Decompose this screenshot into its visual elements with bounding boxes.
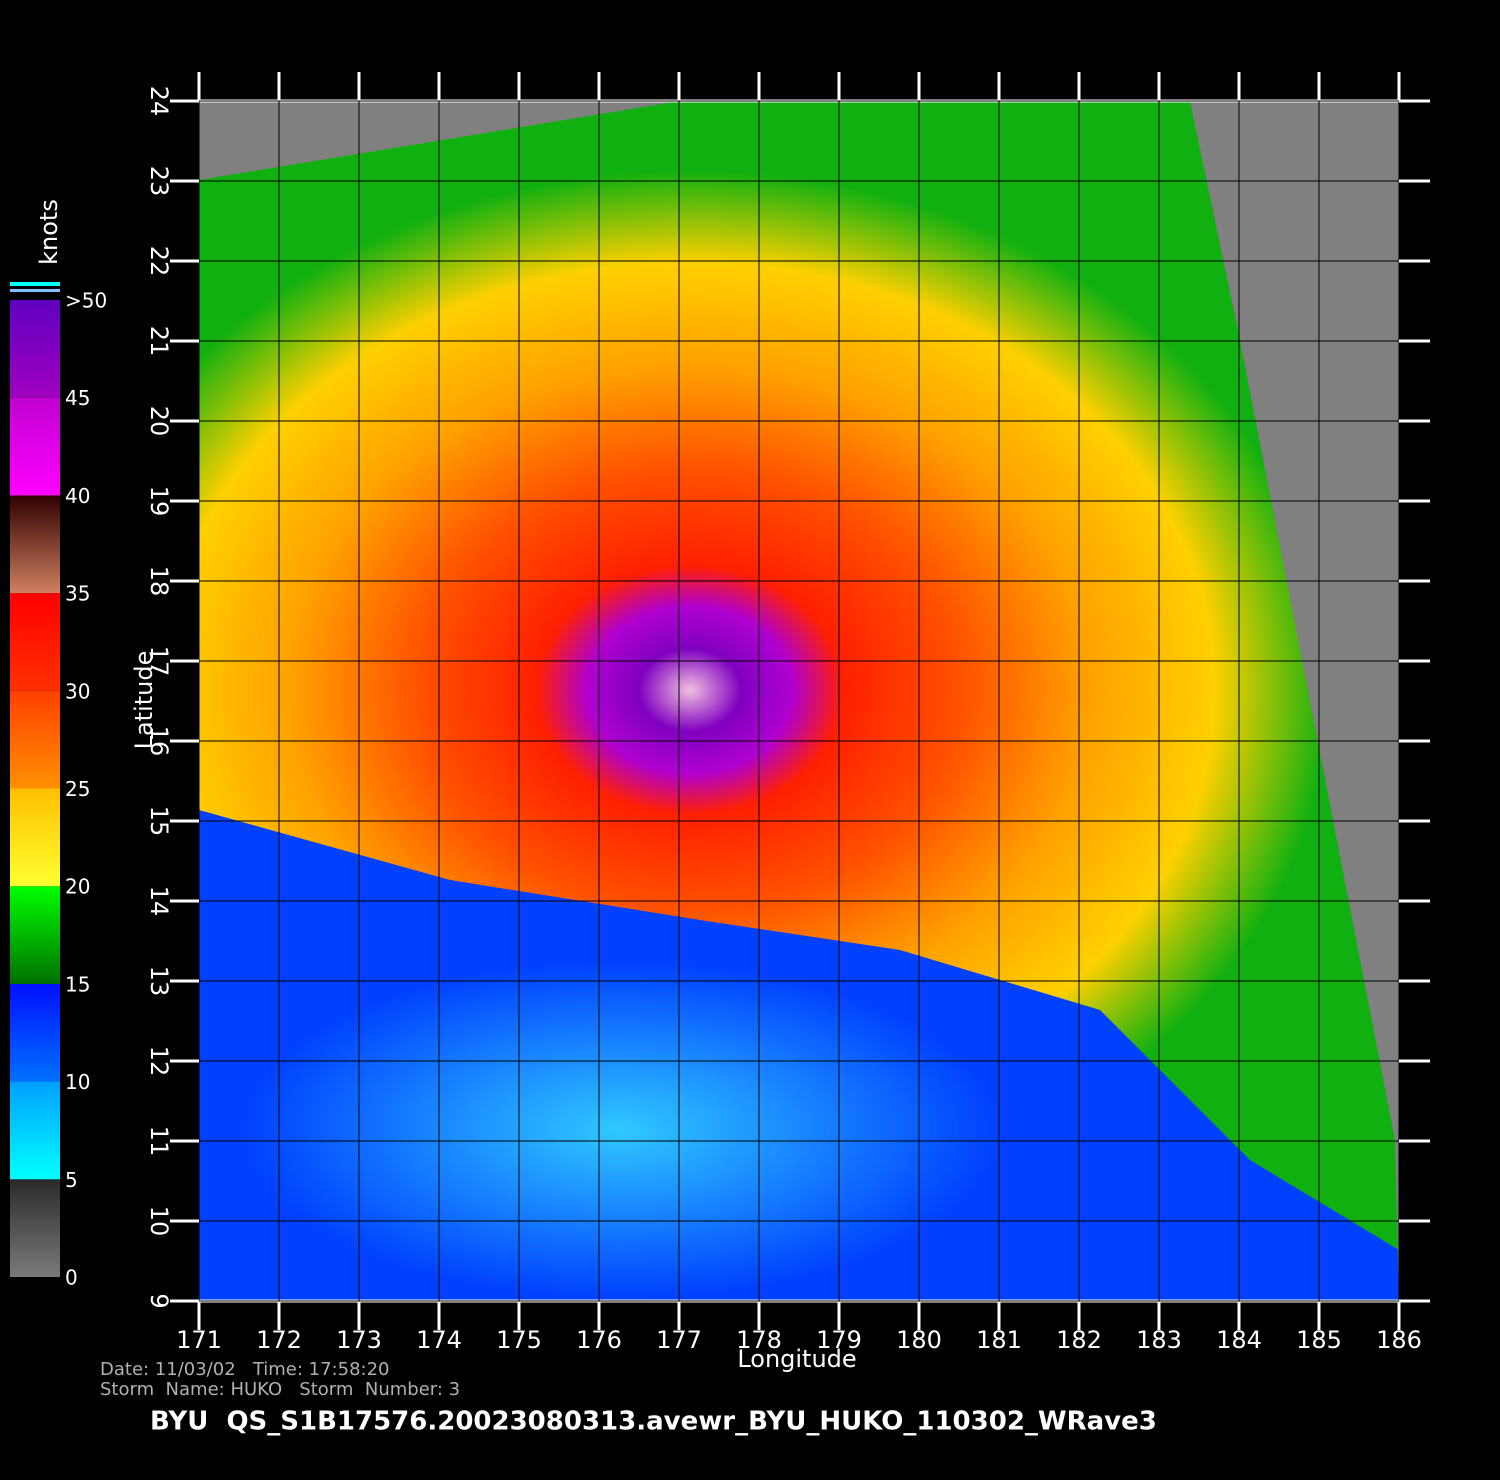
axes: 171 172 173 174 175 176 177 178 179 180 181 182 183 1…	[145, 72, 1430, 1354]
x-tick-label: 184	[1216, 1326, 1262, 1354]
colorbar-tick-label: 20	[65, 875, 90, 899]
colorbar-tick-label: 10	[65, 1070, 90, 1094]
x-tick-label: 172	[256, 1326, 302, 1354]
y-tick-label: 24	[145, 86, 173, 117]
x-tick-label: 182	[1056, 1326, 1102, 1354]
colorbar-segment	[10, 1081, 60, 1180]
y-tick-label: 14	[145, 886, 173, 917]
storm-info: Storm Name: HUKO Storm Number: 3	[100, 1379, 460, 1400]
y-tick-label: 22	[145, 246, 173, 277]
colorbar-segment	[10, 300, 60, 398]
colorbar-tick-label: 30	[65, 679, 90, 703]
x-tick-label: 183	[1136, 1326, 1182, 1354]
colorbar-tick-label: 5	[65, 1168, 78, 1192]
x-axis-label: Longitude	[737, 1345, 856, 1373]
colorbar-segment	[10, 788, 60, 887]
colorbar-unit: knots	[35, 199, 63, 265]
y-tick-label: 16	[145, 726, 173, 757]
colorbar-cap	[10, 282, 60, 286]
colorbar-segment	[10, 1179, 60, 1277]
colorbar-cap	[10, 289, 60, 292]
y-tick-label: 11	[145, 1126, 173, 1157]
colorbar: 0 5 10 15 20 25 30 35 40 45 >50	[10, 289, 107, 1290]
y-tick-label: 17	[145, 646, 173, 677]
y-tick-label: 18	[145, 566, 173, 597]
y-tick-label: 10	[145, 1206, 173, 1237]
colorbar-tick-label: 25	[65, 777, 90, 801]
y-tick-label: 20	[145, 406, 173, 437]
x-tick-label: 171	[176, 1326, 222, 1354]
x-tick-label: 174	[416, 1326, 462, 1354]
y-tick-label: 9	[145, 1293, 173, 1308]
colorbar-tick-label: 35	[65, 582, 90, 606]
y-tick-label: 21	[145, 326, 173, 357]
y-tick-label: 12	[145, 1046, 173, 1077]
x-tick-label: 177	[656, 1326, 702, 1354]
colorbar-segment	[10, 983, 60, 1082]
x-tick-label: 181	[976, 1326, 1022, 1354]
y-tick-label: 19	[145, 486, 173, 517]
colorbar-segment	[10, 495, 60, 594]
x-tick-label: 173	[336, 1326, 382, 1354]
colorbar-tick-label: 0	[65, 1266, 78, 1290]
colorbar-tick-label: 45	[65, 386, 90, 410]
y-tick-label: 15	[145, 806, 173, 837]
x-tick-label: 178	[736, 1326, 782, 1354]
x-tick-label: 185	[1296, 1326, 1342, 1354]
colorbar-tick-label: 15	[65, 972, 90, 996]
y-axis-label: Latitude	[130, 651, 158, 750]
colorbar-segment	[10, 886, 60, 984]
date-time: Date: 11/03/02 Time: 17:58:20	[100, 1359, 390, 1380]
y-tick-label: 23	[145, 166, 173, 197]
x-tick-label: 175	[496, 1326, 542, 1354]
colorbar-tick-label: >50	[65, 289, 107, 313]
y-tick-label: 13	[145, 966, 173, 997]
colorbar-tick-label: 40	[65, 484, 90, 508]
x-tick-label: 180	[896, 1326, 942, 1354]
title: BYU QS_S1B17576.20023080313.avewr_BYU_HU…	[150, 1407, 1157, 1437]
x-tick-label: 179	[816, 1326, 862, 1354]
colorbar-segment	[10, 690, 60, 789]
wind-field	[199, 101, 1399, 1301]
x-tick-label: 176	[576, 1326, 622, 1354]
colorbar-segment	[10, 593, 60, 691]
x-tick-label: 186	[1376, 1326, 1422, 1354]
colorbar-segment	[10, 397, 60, 496]
